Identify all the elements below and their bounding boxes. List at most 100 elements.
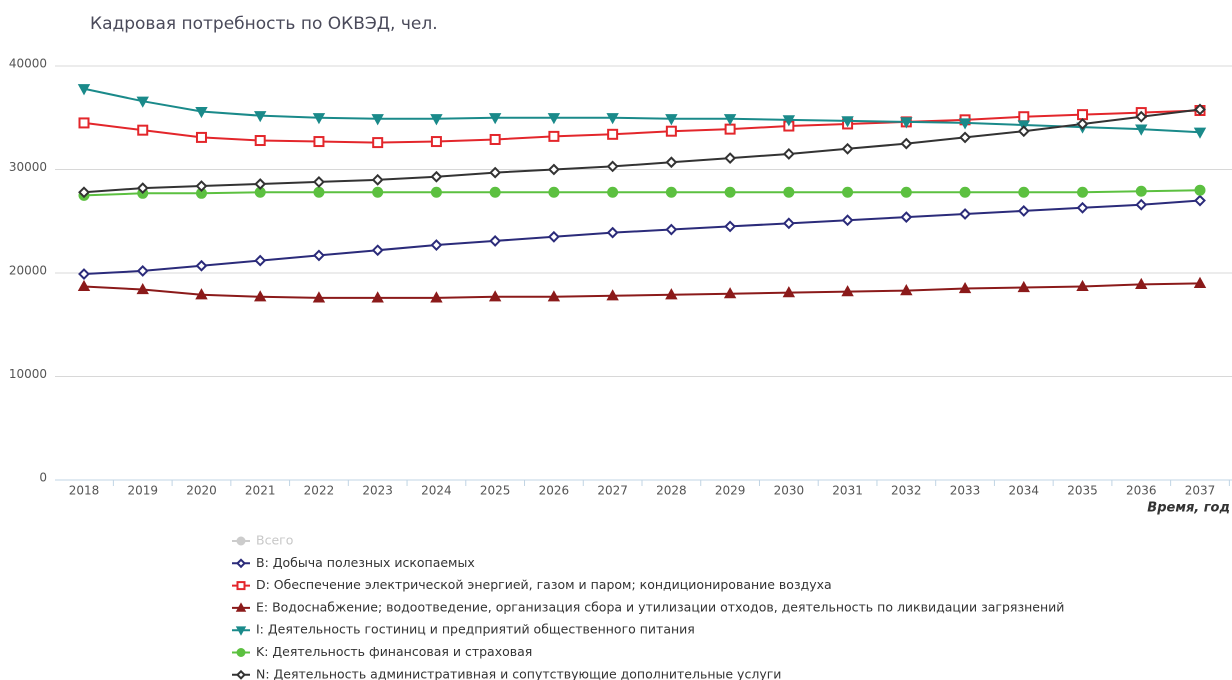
marker bbox=[236, 558, 246, 569]
marker bbox=[547, 290, 561, 302]
legend-label[interactable]: K: Деятельность финансовая и страховая bbox=[256, 644, 532, 659]
marker bbox=[900, 211, 913, 224]
marker bbox=[254, 135, 266, 147]
marker bbox=[607, 128, 619, 140]
marker bbox=[782, 286, 796, 298]
y-tick-label: 0 bbox=[39, 471, 47, 485]
x-tick-label: 2027 bbox=[597, 484, 628, 498]
y-tick-label: 20000 bbox=[9, 264, 47, 278]
marker bbox=[372, 186, 384, 198]
marker bbox=[430, 114, 443, 126]
marker bbox=[665, 125, 677, 137]
marker bbox=[782, 217, 795, 230]
marker bbox=[254, 178, 267, 190]
x-tick-label: 2033 bbox=[950, 484, 981, 498]
marker bbox=[136, 182, 149, 195]
marker bbox=[235, 602, 247, 612]
marker bbox=[1194, 184, 1206, 196]
marker bbox=[548, 186, 560, 198]
marker bbox=[1194, 103, 1206, 116]
marker bbox=[900, 284, 913, 296]
marker bbox=[547, 113, 561, 125]
marker bbox=[1018, 111, 1030, 123]
x-tick-label: 2020 bbox=[186, 484, 217, 498]
marker bbox=[313, 249, 325, 262]
marker bbox=[782, 115, 796, 127]
x-tick-label: 2031 bbox=[832, 484, 863, 498]
marker bbox=[430, 170, 443, 183]
marker bbox=[78, 268, 90, 280]
marker bbox=[254, 290, 267, 302]
marker bbox=[195, 288, 208, 300]
marker bbox=[606, 226, 619, 239]
marker bbox=[1077, 109, 1089, 121]
marker bbox=[841, 116, 854, 128]
marker bbox=[958, 118, 972, 130]
legend-label[interactable]: I: Деятельность гостиниц и предприятий о… bbox=[256, 622, 695, 637]
marker bbox=[782, 148, 795, 160]
marker bbox=[606, 160, 619, 173]
marker bbox=[1076, 279, 1089, 292]
marker bbox=[665, 288, 678, 300]
series-line bbox=[83, 109, 1201, 144]
marker bbox=[842, 186, 854, 198]
series-line bbox=[83, 108, 1201, 194]
marker bbox=[724, 123, 736, 135]
marker bbox=[724, 186, 736, 198]
marker bbox=[548, 130, 560, 142]
x-tick-label: 2029 bbox=[715, 484, 746, 498]
marker bbox=[136, 265, 149, 277]
marker bbox=[665, 223, 678, 236]
marker bbox=[489, 235, 502, 247]
y-tick-label: 30000 bbox=[9, 160, 47, 174]
series-line bbox=[83, 87, 1201, 134]
marker bbox=[1018, 186, 1030, 198]
marker bbox=[254, 254, 267, 267]
marker bbox=[1193, 276, 1207, 288]
marker bbox=[959, 186, 971, 198]
marker bbox=[665, 186, 677, 198]
marker bbox=[1017, 204, 1030, 217]
marker bbox=[313, 186, 325, 198]
x-tick-label: 2019 bbox=[127, 484, 158, 498]
marker bbox=[607, 186, 619, 198]
legend-label[interactable]: E: Водоснабжение; водоотведение, организ… bbox=[256, 599, 1064, 614]
marker bbox=[1194, 194, 1206, 207]
marker bbox=[195, 131, 207, 143]
marker bbox=[1135, 110, 1148, 123]
marker bbox=[372, 137, 384, 149]
marker bbox=[236, 648, 246, 657]
marker bbox=[1017, 125, 1030, 138]
marker bbox=[77, 279, 91, 292]
x-tick-label: 2032 bbox=[891, 484, 922, 498]
marker bbox=[313, 176, 325, 188]
marker bbox=[371, 173, 384, 186]
marker bbox=[723, 114, 737, 126]
marker bbox=[959, 208, 971, 220]
marker bbox=[489, 186, 501, 198]
marker bbox=[1076, 118, 1089, 130]
x-tick-label: 2030 bbox=[774, 484, 805, 498]
marker bbox=[371, 114, 384, 126]
marker bbox=[488, 113, 502, 125]
marker bbox=[900, 117, 913, 129]
marker bbox=[841, 285, 854, 297]
marker bbox=[665, 114, 678, 126]
marker bbox=[136, 96, 149, 108]
x-tick-label: 2035 bbox=[1067, 484, 1098, 498]
marker bbox=[430, 291, 443, 303]
marker bbox=[236, 536, 246, 546]
legend-label[interactable]: B: Добыча полезных ископаемых bbox=[256, 555, 475, 570]
legend-label[interactable]: Всего bbox=[256, 533, 293, 548]
marker bbox=[489, 166, 502, 179]
marker bbox=[371, 291, 384, 303]
marker bbox=[1135, 185, 1147, 197]
chart-title: Кадровая потребность по ОКВЭД, чел. bbox=[90, 14, 438, 34]
marker bbox=[236, 581, 246, 591]
marker bbox=[547, 230, 560, 243]
marker bbox=[312, 291, 326, 303]
marker bbox=[1135, 277, 1148, 289]
marker bbox=[312, 113, 326, 125]
legend-label[interactable]: D: Обеспечение электрической энергией, г… bbox=[256, 577, 832, 592]
legend-label[interactable]: N: Деятельность административная и сопут… bbox=[256, 666, 781, 680]
